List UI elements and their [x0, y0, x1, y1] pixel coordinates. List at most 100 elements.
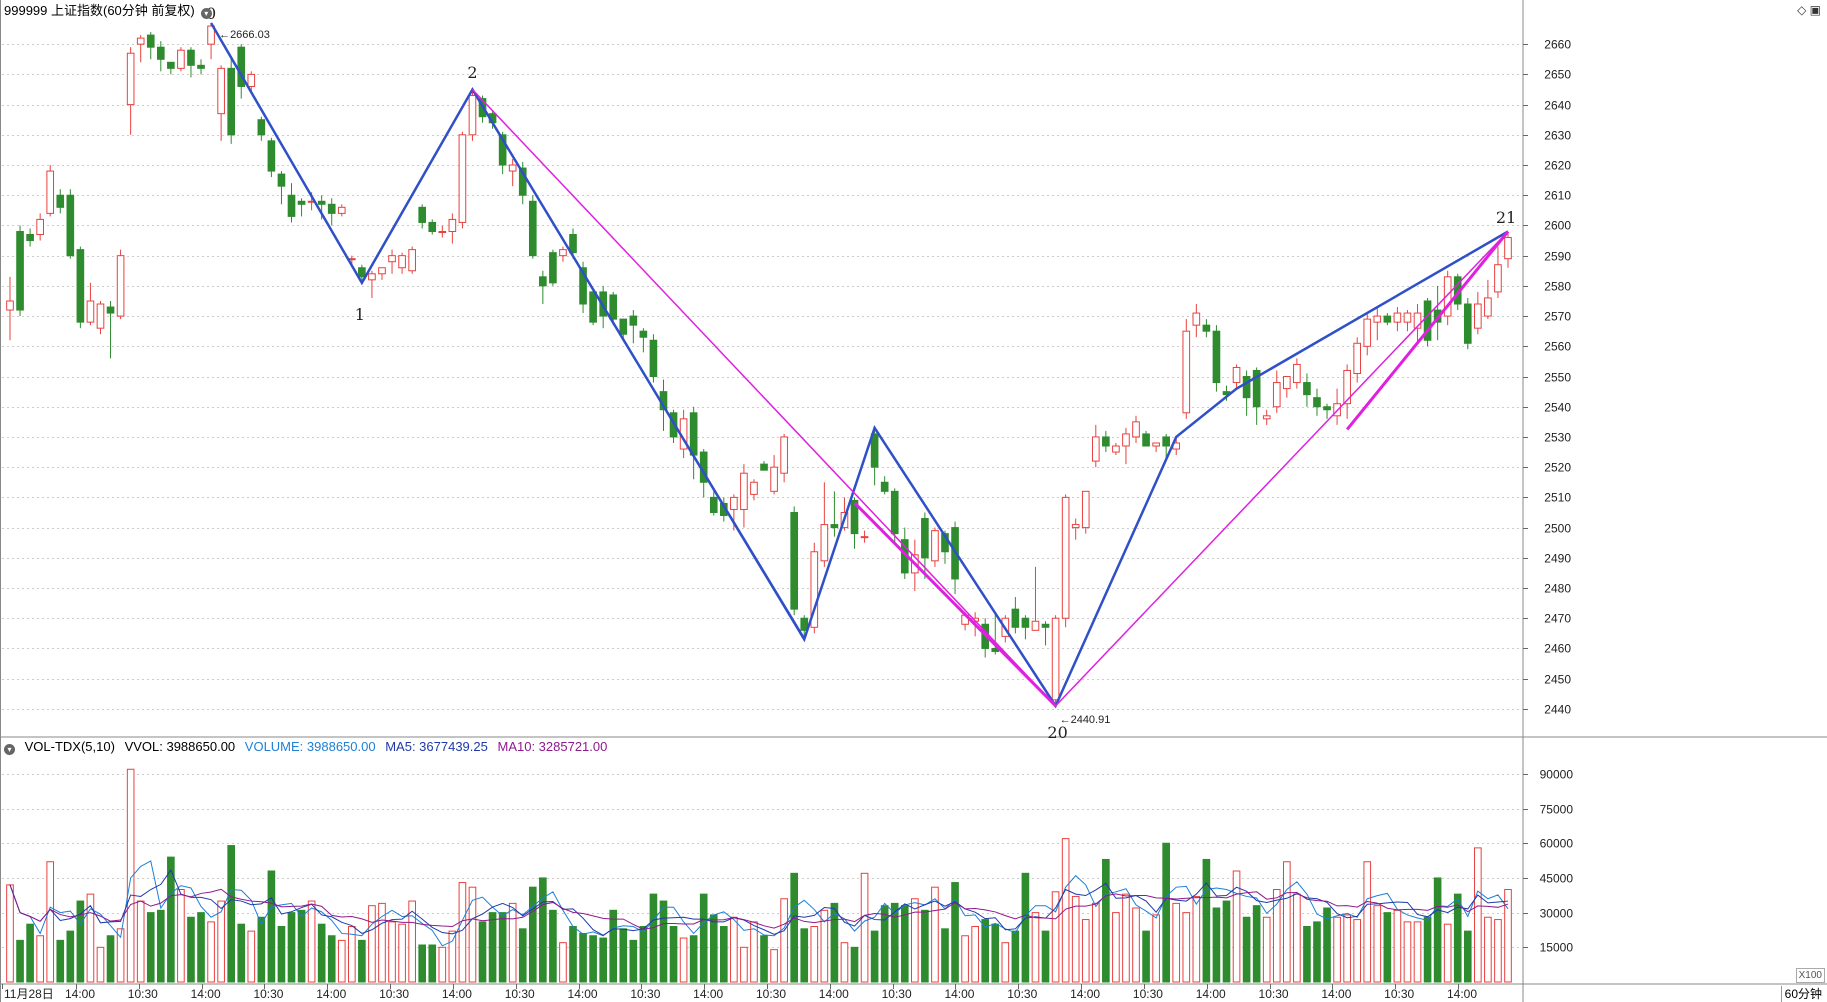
candle-body — [468, 95, 477, 136]
diamond-icon[interactable]: ◇ — [1797, 3, 1807, 17]
volume-bar — [1242, 916, 1251, 983]
volume-bar — [1041, 930, 1050, 983]
volume-tick-label: 45000 — [1540, 872, 1574, 886]
volume-bar — [297, 909, 306, 983]
volume-bar — [488, 912, 497, 983]
candle-body — [528, 200, 537, 257]
volume-bar — [1162, 842, 1170, 983]
wave-line-thin — [472, 89, 805, 638]
price-tick-label: 2660 — [1544, 38, 1571, 52]
volume-bar — [1102, 858, 1110, 983]
candle-body — [26, 234, 34, 242]
candle-body — [1162, 436, 1170, 447]
volume-bar — [1071, 895, 1080, 983]
candle-body — [187, 49, 195, 66]
price-tick-label: 2590 — [1544, 250, 1571, 264]
volume-bar — [187, 916, 195, 983]
candle-body — [1474, 303, 1482, 329]
candle-body — [780, 436, 788, 474]
time-tick-label: 14:00 — [568, 987, 598, 1001]
volume-bar — [1423, 916, 1432, 983]
volume-bar — [1333, 916, 1341, 983]
price-tick-label: 2490 — [1544, 552, 1571, 566]
price-tick-label: 2560 — [1544, 340, 1571, 354]
volume-bar — [790, 872, 799, 983]
volume-bar — [458, 882, 467, 983]
time-tick-label: 14:00 — [1196, 987, 1226, 1001]
candle-body — [559, 249, 567, 257]
volume-indicator-name[interactable]: VOL-TDX(5,10) — [24, 739, 115, 754]
time-tick-label: 14:00 — [819, 987, 849, 1001]
candle-body — [1484, 297, 1492, 317]
candle-body — [800, 617, 809, 631]
price-tick-label: 2510 — [1544, 491, 1571, 505]
volume-bar — [760, 935, 768, 983]
candle-body — [1463, 303, 1472, 344]
volume-tick-label: 15000 — [1540, 941, 1574, 955]
candle-body — [1403, 312, 1412, 323]
volume-bar — [900, 905, 909, 983]
chevron-down-icon[interactable]: ▾ — [4, 744, 15, 755]
candle-body — [1262, 415, 1271, 420]
candle-body — [16, 230, 24, 311]
candle-body — [96, 303, 105, 329]
volume-bar — [941, 928, 949, 983]
candle-body — [850, 499, 859, 535]
volume-bar — [1152, 914, 1160, 983]
volume-bar — [971, 926, 979, 983]
volume-bar — [649, 893, 658, 983]
volume-bar — [378, 902, 386, 983]
ma5-value: MA5: 3677439.25 — [385, 739, 488, 754]
time-tick-label: 10:30 — [630, 987, 660, 1001]
candle-body — [197, 64, 205, 69]
volume-bar — [629, 939, 638, 983]
time-tick-label: 14:00 — [316, 987, 346, 1001]
candle-body — [398, 255, 406, 269]
volume-bar — [1293, 893, 1301, 983]
candle-body — [167, 61, 175, 69]
time-tick-label: 10:30 — [128, 987, 158, 1001]
candle-body — [1383, 315, 1392, 323]
chevron-down-icon[interactable]: ▾ — [200, 8, 212, 19]
candle-body — [589, 291, 597, 323]
candle-body — [388, 255, 396, 263]
volume-bar — [227, 845, 235, 983]
volume-tick-label: 30000 — [1540, 907, 1574, 921]
candle-body — [649, 339, 658, 378]
wave-line-thin — [874, 427, 1057, 707]
volume-bar — [217, 900, 225, 983]
candle-body — [1091, 436, 1100, 462]
volume-bar — [810, 926, 819, 983]
volume-bar — [1353, 919, 1362, 983]
candle-body — [1252, 369, 1261, 408]
candle-body — [428, 221, 437, 232]
price-tick-label: 2520 — [1544, 461, 1571, 475]
volume-bar — [136, 900, 145, 983]
candle-body — [267, 140, 276, 172]
volume-bar — [1021, 872, 1030, 983]
panel-toggle-icon[interactable]: ▣ — [1809, 3, 1821, 17]
volume-bar — [820, 909, 829, 983]
volume-bar — [418, 944, 427, 983]
volume-bar — [961, 935, 969, 983]
wave-line-magenta-bold — [1345, 230, 1510, 431]
volume-bar — [669, 926, 678, 983]
time-tick-label: 10:30 — [1259, 987, 1289, 1001]
volume-bar — [1252, 905, 1261, 983]
candle-body — [770, 466, 778, 492]
candle-body — [609, 294, 618, 320]
volume-bar — [880, 905, 889, 983]
candle-body — [1343, 369, 1351, 405]
candle-body — [549, 252, 557, 284]
time-tick-label: 14:00 — [1321, 987, 1351, 1001]
volume-bar — [267, 870, 276, 983]
volume-bar — [428, 944, 437, 983]
candle-body — [890, 490, 899, 535]
price-tick-label: 2650 — [1544, 68, 1571, 82]
volume-bar — [1373, 905, 1382, 983]
price-tick-label: 2610 — [1544, 189, 1571, 203]
volume-bar — [1504, 889, 1512, 983]
period-label[interactable]: 60分钟 — [1780, 986, 1825, 1002]
volume-bar — [16, 939, 24, 983]
volume-bar — [1232, 870, 1241, 983]
